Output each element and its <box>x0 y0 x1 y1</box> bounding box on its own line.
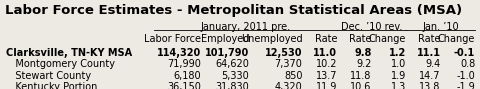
Text: 7,370: 7,370 <box>275 59 302 69</box>
Text: 0.8: 0.8 <box>460 59 475 69</box>
Text: -1.9: -1.9 <box>456 82 475 89</box>
Text: 9.2: 9.2 <box>356 59 372 69</box>
Text: -0.1: -0.1 <box>454 48 475 58</box>
Text: 850: 850 <box>284 71 302 81</box>
Text: 13.8: 13.8 <box>419 82 441 89</box>
Text: 71,990: 71,990 <box>168 59 202 69</box>
Text: Rate: Rate <box>314 34 337 44</box>
Text: January, 2011 pre.: January, 2011 pre. <box>200 22 290 32</box>
Text: Kentucky Portion: Kentucky Portion <box>6 82 97 89</box>
Text: 36,150: 36,150 <box>168 82 202 89</box>
Text: Jan. ’10: Jan. ’10 <box>422 22 459 32</box>
Text: 5,330: 5,330 <box>222 71 249 81</box>
Text: 12,530: 12,530 <box>265 48 302 58</box>
Text: 11.1: 11.1 <box>417 48 441 58</box>
Text: 11.9: 11.9 <box>316 82 337 89</box>
Text: 1.9: 1.9 <box>391 71 406 81</box>
Text: Labor Force: Labor Force <box>144 34 202 44</box>
Text: Rate: Rate <box>349 34 372 44</box>
Text: 14.7: 14.7 <box>419 71 441 81</box>
Text: 11.8: 11.8 <box>350 71 372 81</box>
Text: Rate: Rate <box>418 34 441 44</box>
Text: 101,790: 101,790 <box>205 48 249 58</box>
Text: Change: Change <box>438 34 475 44</box>
Text: 10.6: 10.6 <box>350 82 372 89</box>
Text: 31,830: 31,830 <box>216 82 249 89</box>
Text: 114,320: 114,320 <box>157 48 202 58</box>
Text: 64,620: 64,620 <box>216 59 249 69</box>
Text: Unemployed: Unemployed <box>241 34 302 44</box>
Text: 13.7: 13.7 <box>315 71 337 81</box>
Text: Dec. ’10 rev.: Dec. ’10 rev. <box>341 22 402 32</box>
Text: Labor Force Estimates - Metropolitan Statistical Areas (MSA): Labor Force Estimates - Metropolitan Sta… <box>5 3 462 16</box>
Text: 4,320: 4,320 <box>275 82 302 89</box>
Text: 10.2: 10.2 <box>315 59 337 69</box>
Text: 11.0: 11.0 <box>313 48 337 58</box>
Text: 9.8: 9.8 <box>354 48 372 58</box>
Text: 1.3: 1.3 <box>391 82 406 89</box>
Text: Clarksville, TN-KY MSA: Clarksville, TN-KY MSA <box>6 48 132 58</box>
Text: Montgomery County: Montgomery County <box>6 59 115 69</box>
Text: Employed: Employed <box>201 34 249 44</box>
Text: Stewart County: Stewart County <box>6 71 91 81</box>
Text: 9.4: 9.4 <box>425 59 441 69</box>
Text: -1.0: -1.0 <box>456 71 475 81</box>
Text: 1.2: 1.2 <box>389 48 406 58</box>
Text: 1.0: 1.0 <box>391 59 406 69</box>
Text: Change: Change <box>369 34 406 44</box>
Text: 6,180: 6,180 <box>174 71 202 81</box>
